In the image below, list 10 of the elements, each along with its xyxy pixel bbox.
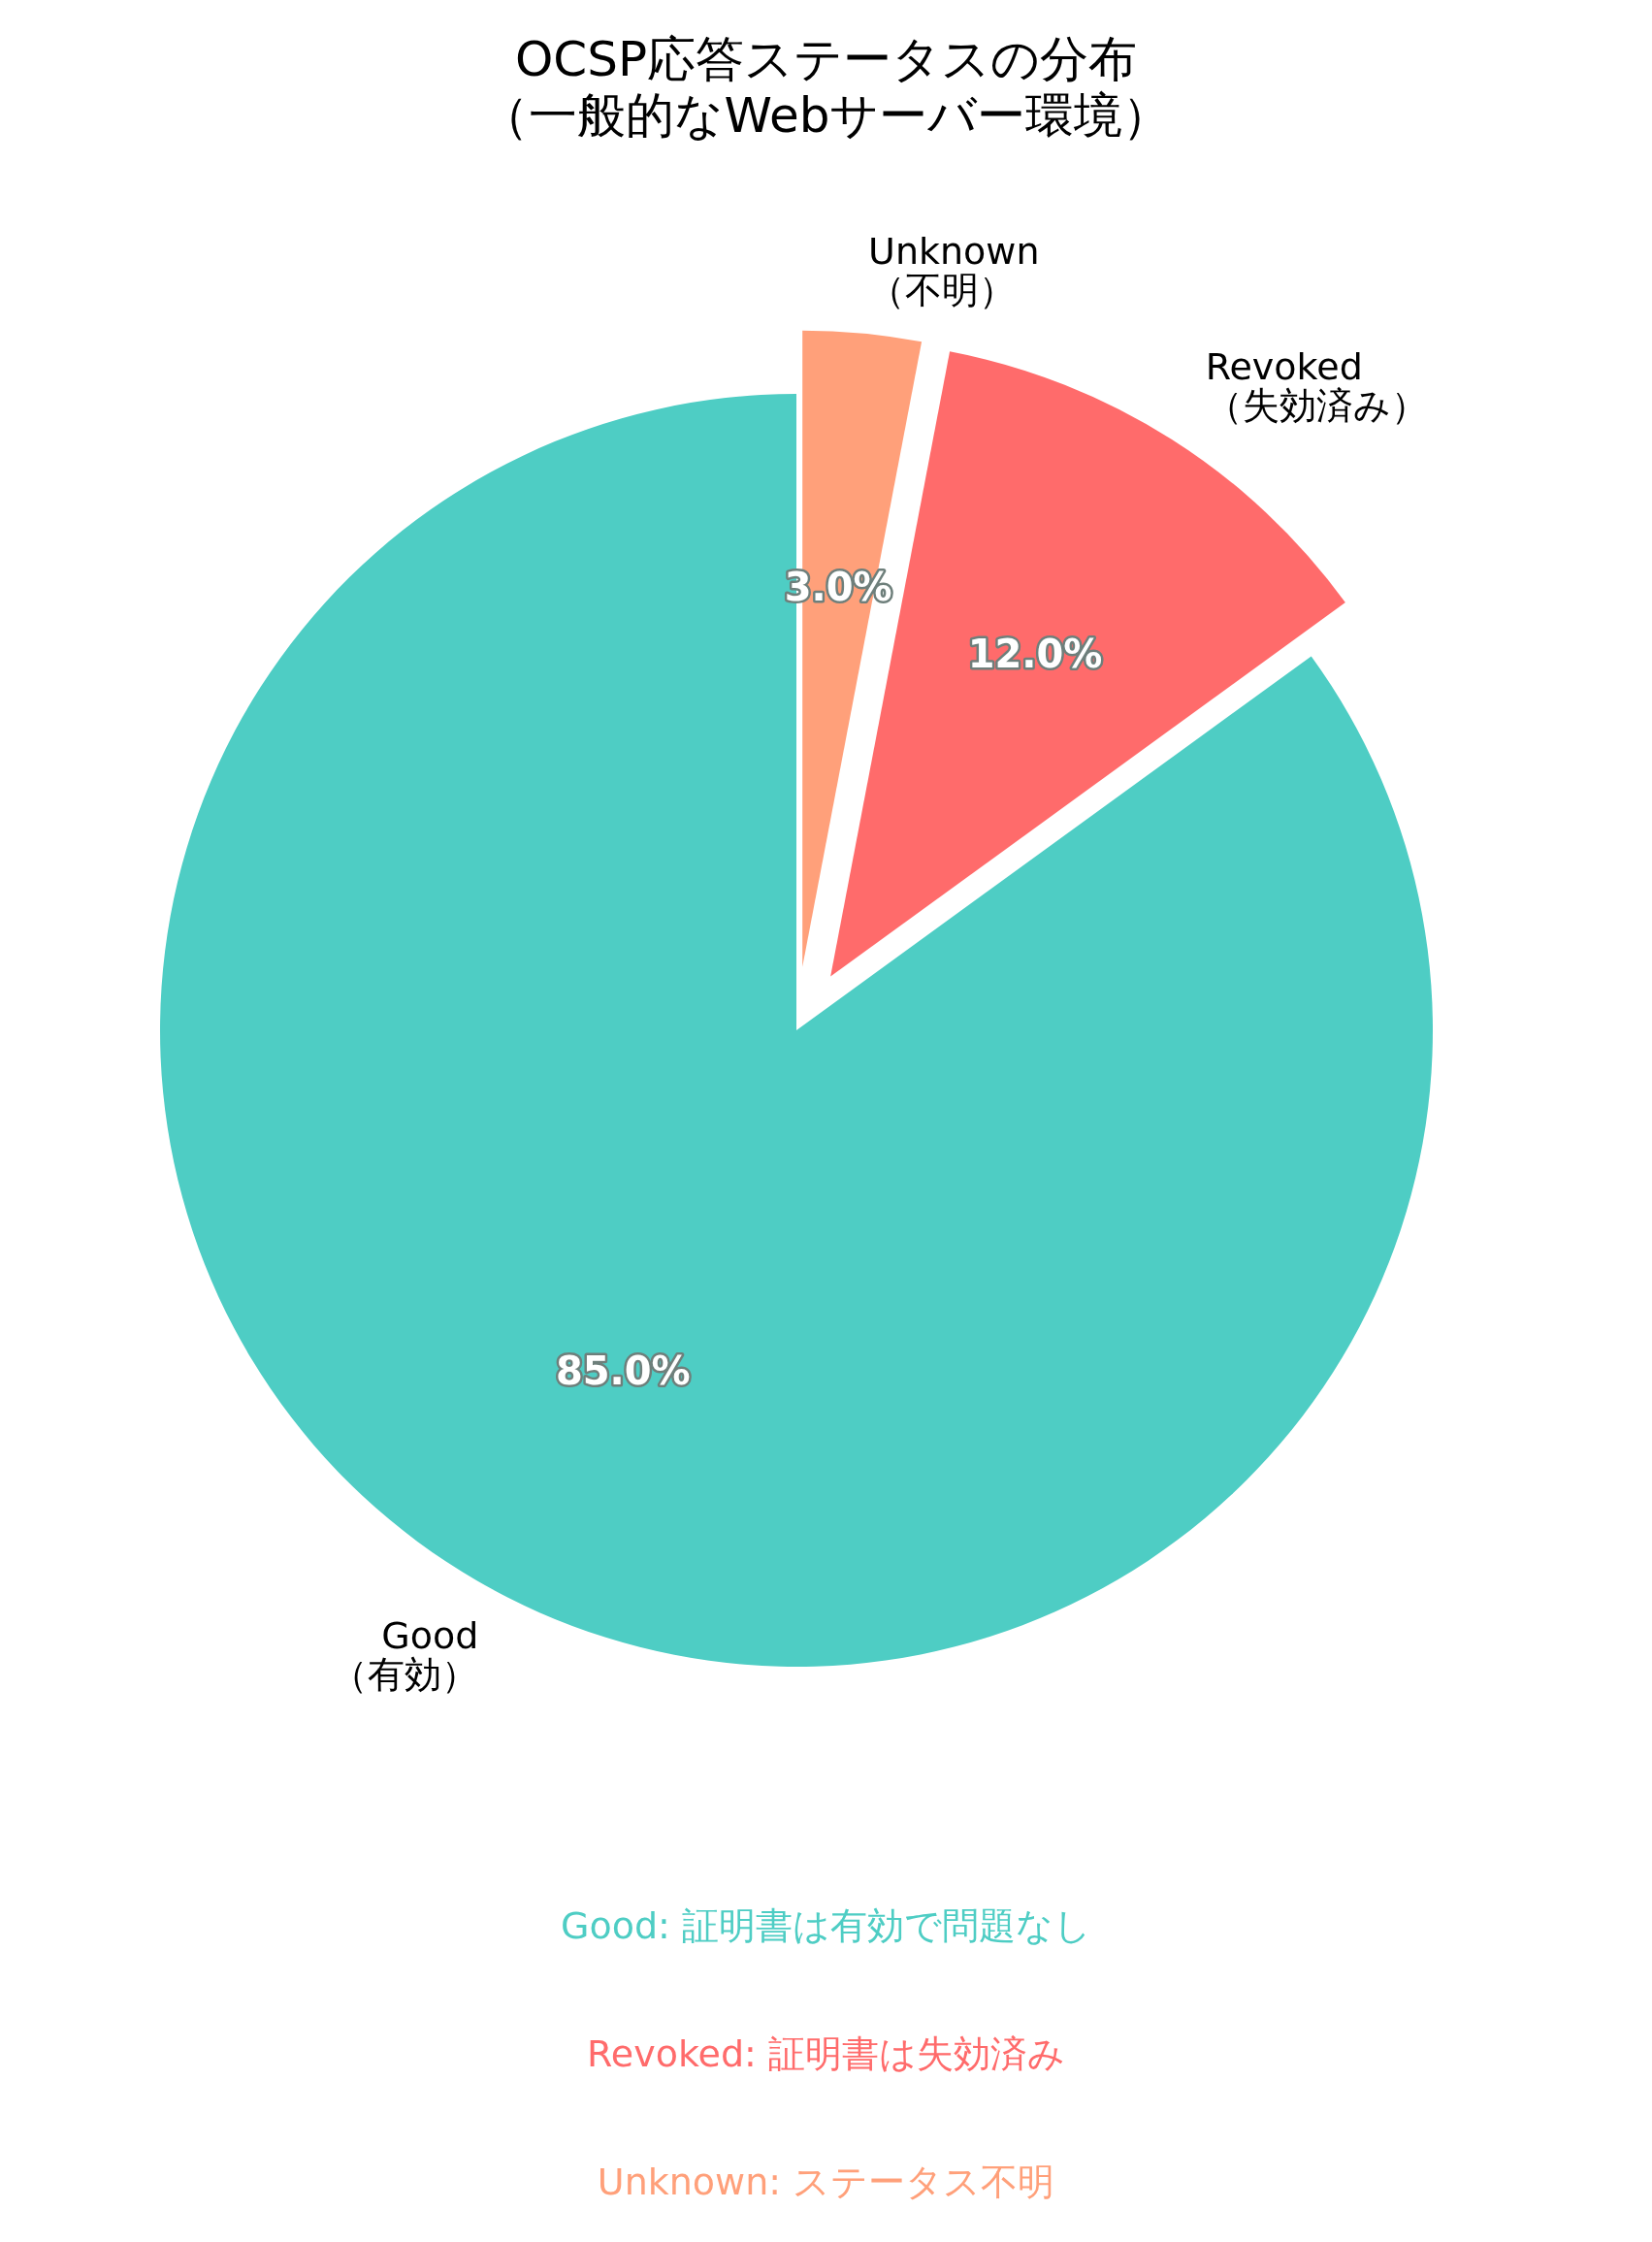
- text: Unknown: ステータス不明: [597, 2161, 1055, 2203]
- chart-subtitle: （一般的なWebサーバー環境）: [480, 87, 1172, 144]
- text: Good: 証明書は有効で問題なし: [561, 1904, 1091, 1947]
- slice-label: Good （有効）: [331, 1613, 479, 1696]
- slice-label: Revoked （失効済み）: [1205, 345, 1428, 428]
- chart-title: OCSP応答ステータスの分布: [514, 31, 1138, 87]
- data-label: 85.0%: [555, 1348, 691, 1393]
- data-label: 12.0%: [967, 632, 1103, 677]
- slice-label: Unknown （不明）: [868, 230, 1040, 312]
- text: Revoked: 証明書は失効済み: [587, 2032, 1065, 2075]
